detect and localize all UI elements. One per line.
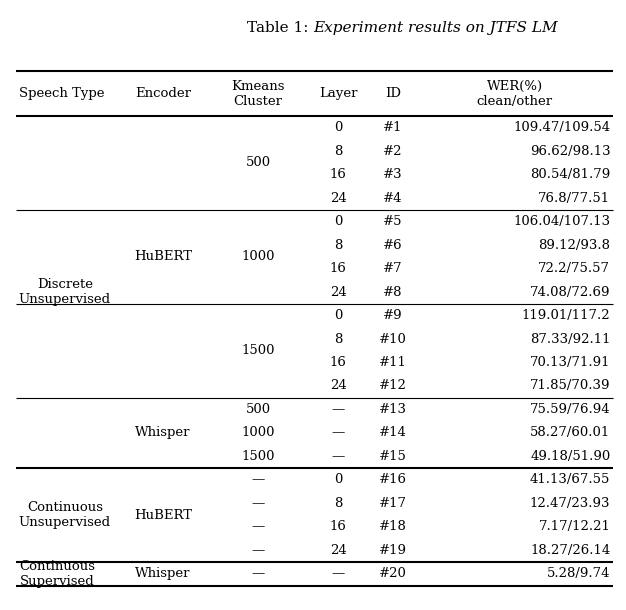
Text: HuBERT: HuBERT xyxy=(134,509,192,522)
Text: #11: #11 xyxy=(379,356,407,369)
Text: Continuous
Unsupervised: Continuous Unsupervised xyxy=(19,501,111,529)
Text: 80.54/81.79: 80.54/81.79 xyxy=(530,168,610,181)
Text: 75.59/76.94: 75.59/76.94 xyxy=(530,403,610,416)
Text: 24: 24 xyxy=(330,544,346,557)
Text: 49.18/51.90: 49.18/51.90 xyxy=(530,450,610,463)
Text: #4: #4 xyxy=(383,192,403,204)
Text: #13: #13 xyxy=(379,403,407,416)
Text: #14: #14 xyxy=(379,426,407,439)
Text: #19: #19 xyxy=(379,544,407,557)
Text: ID: ID xyxy=(385,87,401,100)
Text: 24: 24 xyxy=(330,192,346,204)
Text: Kmeans
Cluster: Kmeans Cluster xyxy=(232,80,285,107)
Text: —: — xyxy=(252,497,265,510)
Text: 58.27/60.01: 58.27/60.01 xyxy=(530,426,610,439)
Text: #6: #6 xyxy=(383,239,403,251)
Text: Discrete
Unsupervised: Discrete Unsupervised xyxy=(19,278,111,306)
Text: —: — xyxy=(331,426,345,439)
Text: 106.04/107.13: 106.04/107.13 xyxy=(513,215,610,228)
Text: 12.47/23.93: 12.47/23.93 xyxy=(530,497,610,510)
Text: 24: 24 xyxy=(330,285,346,298)
Text: WER(%)
clean/other: WER(%) clean/other xyxy=(477,80,553,107)
Text: 16: 16 xyxy=(330,356,346,369)
Text: 1500: 1500 xyxy=(242,450,275,463)
Text: Speech Type: Speech Type xyxy=(19,87,105,100)
Text: #3: #3 xyxy=(383,168,403,181)
Text: 119.01/117.2: 119.01/117.2 xyxy=(521,309,610,322)
Text: HuBERT: HuBERT xyxy=(134,250,192,264)
Text: 76.8/77.51: 76.8/77.51 xyxy=(538,192,610,204)
Text: #7: #7 xyxy=(383,262,403,275)
Text: 72.2/75.57: 72.2/75.57 xyxy=(538,262,610,275)
Text: 8: 8 xyxy=(334,332,342,345)
Text: —: — xyxy=(252,473,265,486)
Text: #16: #16 xyxy=(379,473,407,486)
Text: 96.62/98.13: 96.62/98.13 xyxy=(530,145,610,157)
Text: 70.13/71.91: 70.13/71.91 xyxy=(530,356,610,369)
Text: Encoder: Encoder xyxy=(135,87,191,100)
Text: 109.47/109.54: 109.47/109.54 xyxy=(513,121,610,134)
Text: #15: #15 xyxy=(379,450,407,463)
Text: 8: 8 xyxy=(334,145,342,157)
Text: —: — xyxy=(252,520,265,533)
Text: 1000: 1000 xyxy=(242,250,275,264)
Text: #2: #2 xyxy=(383,145,403,157)
Text: 16: 16 xyxy=(330,520,346,533)
Text: 8: 8 xyxy=(334,497,342,510)
Text: #10: #10 xyxy=(379,332,407,345)
Text: 89.12/93.8: 89.12/93.8 xyxy=(538,239,610,251)
Text: 71.85/70.39: 71.85/70.39 xyxy=(530,379,610,392)
Text: #9: #9 xyxy=(383,309,403,322)
Text: 74.08/72.69: 74.08/72.69 xyxy=(530,285,610,298)
Text: 41.13/67.55: 41.13/67.55 xyxy=(530,473,610,486)
Text: —: — xyxy=(331,403,345,416)
Text: #20: #20 xyxy=(379,567,407,580)
Text: 7.17/12.21: 7.17/12.21 xyxy=(538,520,610,533)
Text: 1500: 1500 xyxy=(242,344,275,357)
Text: #8: #8 xyxy=(383,285,403,298)
Text: 500: 500 xyxy=(245,156,271,170)
Text: Table 1:: Table 1: xyxy=(247,21,313,35)
Text: #12: #12 xyxy=(379,379,407,392)
Text: —: — xyxy=(331,567,345,580)
Text: 16: 16 xyxy=(330,168,346,181)
Text: Layer: Layer xyxy=(319,87,357,100)
Text: 0: 0 xyxy=(334,215,342,228)
Text: 0: 0 xyxy=(334,309,342,322)
Text: Whisper: Whisper xyxy=(135,426,190,439)
Text: #1: #1 xyxy=(383,121,403,134)
Text: 0: 0 xyxy=(334,473,342,486)
Text: 18.27/26.14: 18.27/26.14 xyxy=(530,544,610,557)
Text: 1000: 1000 xyxy=(242,426,275,439)
Text: Whisper: Whisper xyxy=(135,567,190,580)
Text: #5: #5 xyxy=(383,215,403,228)
Text: #18: #18 xyxy=(379,520,407,533)
Text: 87.33/92.11: 87.33/92.11 xyxy=(530,332,610,345)
Text: 16: 16 xyxy=(330,262,346,275)
Text: Experiment results on JTFS LM: Experiment results on JTFS LM xyxy=(313,21,558,35)
Text: 8: 8 xyxy=(334,239,342,251)
Text: 0: 0 xyxy=(334,121,342,134)
Text: —: — xyxy=(331,450,345,463)
Text: 5.28/9.74: 5.28/9.74 xyxy=(547,567,610,580)
Text: —: — xyxy=(252,544,265,557)
Text: Continuous
Supervised: Continuous Supervised xyxy=(19,560,95,588)
Text: 500: 500 xyxy=(245,403,271,416)
Text: 24: 24 xyxy=(330,379,346,392)
Text: —: — xyxy=(252,567,265,580)
Text: #17: #17 xyxy=(379,497,407,510)
